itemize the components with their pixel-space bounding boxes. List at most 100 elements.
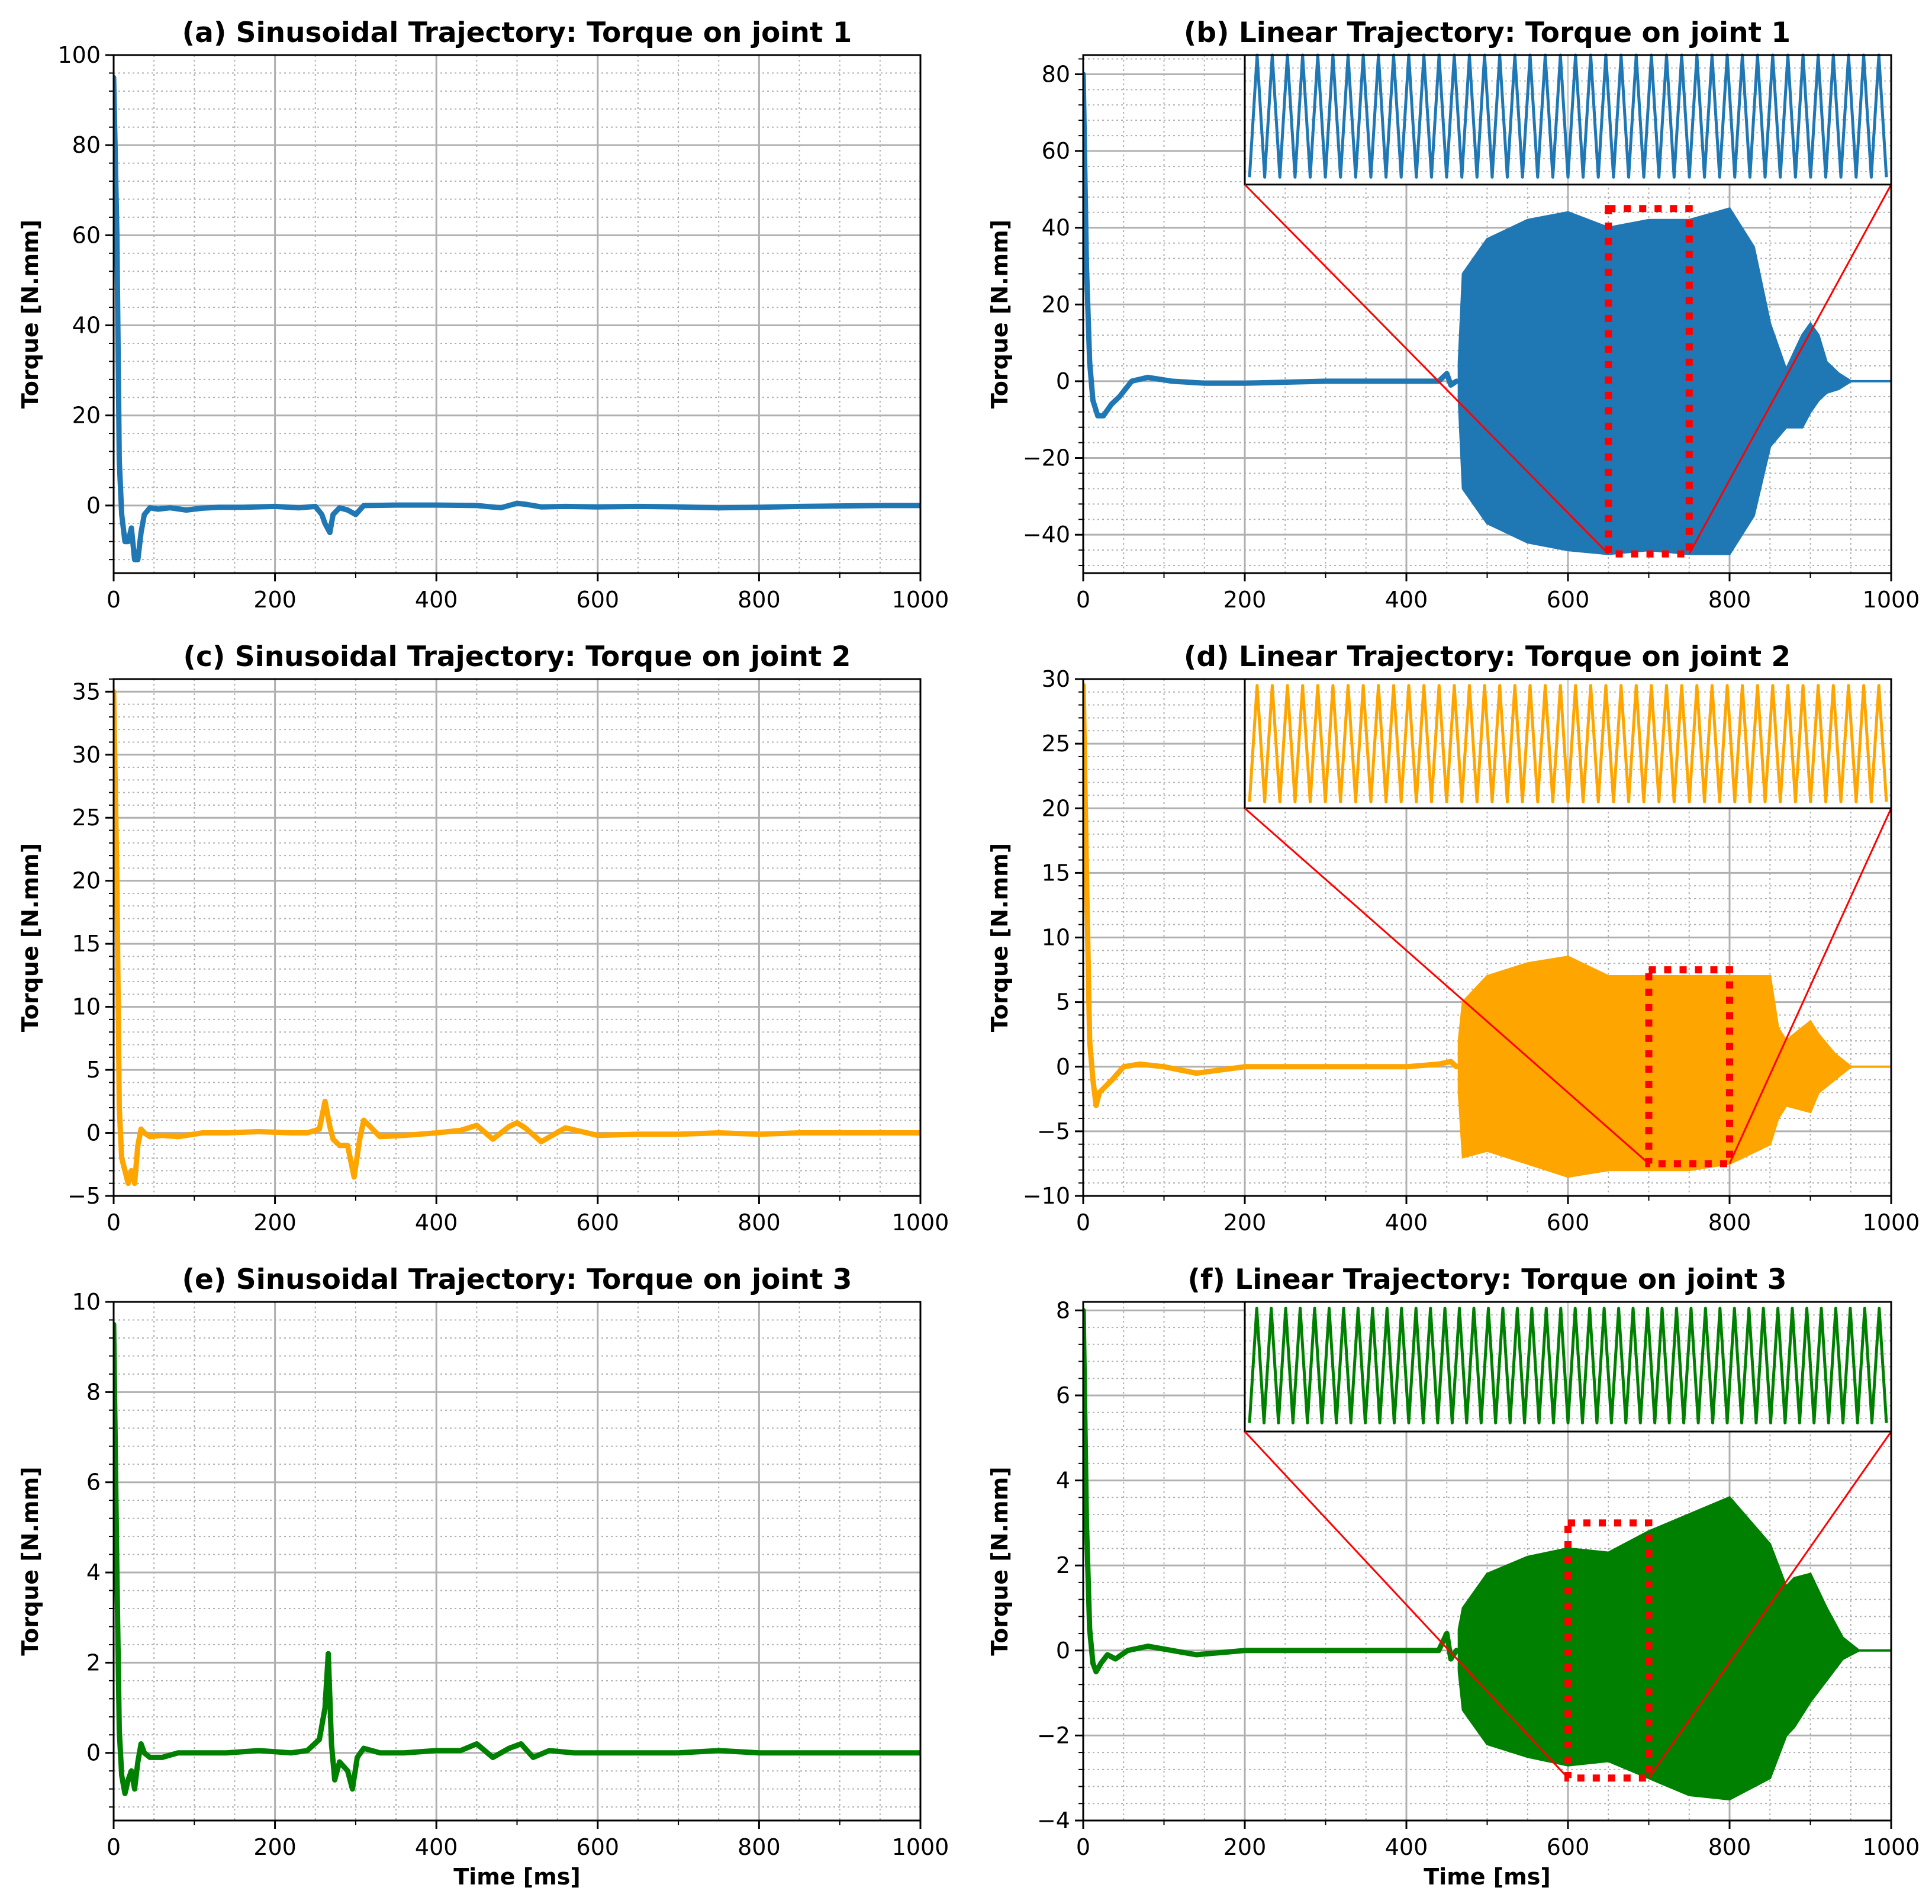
inset-connector-left <box>1244 1430 1569 1779</box>
y-tick-label: 25 <box>1042 731 1070 757</box>
y-tick-label: 4 <box>86 1559 101 1585</box>
zoom-box <box>1645 966 1733 1168</box>
inset-connector-left <box>1244 184 1609 555</box>
x-tick-label: 1000 <box>1863 1210 1920 1236</box>
y-tick-label: 30 <box>72 742 101 768</box>
chart-panel-0: 0 200 400 600 800 1000 0 20 40 60 80 100 (a) Sinusoi… <box>17 17 949 613</box>
chart-panel-5: 0 200 400 600 800 1000 −4 −2 0 2 4 6 8 (f) Linear Tra… <box>987 1263 1920 1890</box>
y-tick-label: 60 <box>72 222 101 248</box>
series-line-torque <box>114 75 920 562</box>
x-tick-label: 600 <box>1547 1210 1590 1236</box>
y-tick-label: 100 <box>57 42 101 68</box>
inset-series-line <box>1248 1307 1888 1424</box>
x-tick-label: 800 <box>1708 1834 1751 1860</box>
x-tick-label: 400 <box>1385 1210 1428 1236</box>
x-tick-label: 400 <box>415 1834 458 1860</box>
x-tick-label: 800 <box>738 1210 781 1236</box>
x-tick-label: 800 <box>738 1834 781 1860</box>
x-tick-label: 600 <box>577 1210 620 1236</box>
x-tick-label: 200 <box>1223 1834 1267 1860</box>
y-tick-label: 0 <box>1056 1054 1070 1080</box>
y-tick-label: 8 <box>86 1379 101 1405</box>
x-tick-label: 0 <box>107 1834 121 1860</box>
y-axis-label: Torque [N.mm] <box>987 220 1013 409</box>
y-axis-label: Torque [N.mm] <box>987 843 1013 1032</box>
x-tick-label: 800 <box>1708 587 1751 613</box>
data-layer <box>114 75 920 562</box>
y-tick-label: 20 <box>1042 795 1070 821</box>
axes-frame <box>112 54 922 574</box>
x-tick-label: 0 <box>107 1210 121 1236</box>
y-tick-label: 0 <box>86 1120 101 1146</box>
data-layer <box>114 689 920 1186</box>
y-tick-label: 10 <box>72 1289 101 1315</box>
x-tick-label: 400 <box>1385 587 1428 613</box>
series-line-torque <box>1083 1307 1460 1675</box>
y-tick-label: 60 <box>1042 138 1070 164</box>
series-envelope-oscillation <box>1457 207 1891 555</box>
y-tick-label: 6 <box>86 1469 101 1495</box>
x-tick-label: 1000 <box>1863 1834 1920 1860</box>
y-tick-label: 20 <box>72 868 101 894</box>
chart-title: (b) Linear Trajectory: Torque on joint 1 <box>1184 17 1791 49</box>
y-tick-label: 15 <box>1042 860 1070 886</box>
x-tick-label: 600 <box>577 1834 620 1860</box>
x-tick-label: 0 <box>107 587 121 613</box>
y-tick-label: −10 <box>1023 1183 1070 1209</box>
y-tick-label: 10 <box>1042 925 1070 951</box>
y-tick-label: 2 <box>86 1649 101 1675</box>
series-envelope-oscillation <box>1457 956 1891 1178</box>
y-tick-label: 8 <box>1056 1297 1070 1323</box>
x-tick-label: 200 <box>1223 587 1267 613</box>
x-tick-label: 800 <box>738 587 781 613</box>
x-axis-label: Time [ms] <box>1424 1864 1551 1890</box>
inset-connector-left <box>1244 808 1650 1165</box>
chart-panel-1: 0 200 400 600 800 1000 −40 −20 0 20 40 60 80 (b) Line… <box>987 17 1920 613</box>
data-layer <box>1083 683 1891 1178</box>
x-tick-label: 600 <box>1547 587 1590 613</box>
y-axis-label: Torque [N.mm] <box>17 843 43 1032</box>
y-tick-label: −4 <box>1037 1807 1070 1834</box>
series-line-torque <box>114 1321 920 1796</box>
chart-panel-4: 0 200 400 600 800 1000 0 2 4 6 8 10 (e) Sinusoidal T… <box>17 1263 949 1890</box>
series-envelope-oscillation <box>1457 1495 1891 1801</box>
y-tick-label: 0 <box>1056 368 1070 394</box>
y-tick-label: 5 <box>1056 989 1070 1015</box>
chart-title: (d) Linear Trajectory: Torque on joint 2 <box>1184 641 1791 673</box>
x-tick-label: 1000 <box>892 1834 949 1860</box>
y-tick-label: 15 <box>72 931 101 957</box>
x-tick-label: 200 <box>1223 1210 1267 1236</box>
x-tick-label: 0 <box>1076 587 1090 613</box>
y-tick-label: 20 <box>72 403 101 429</box>
inset-connector-right <box>1648 1431 1892 1779</box>
zoom-box <box>1605 205 1693 558</box>
y-tick-label: 25 <box>72 805 101 831</box>
x-tick-label: 0 <box>1076 1834 1090 1860</box>
inset-connector-right <box>1688 184 1892 555</box>
series-line-torque <box>114 689 920 1186</box>
x-tick-label: 400 <box>1385 1834 1428 1860</box>
y-tick-label: 0 <box>1056 1638 1070 1664</box>
chart-title: (a) Sinusoidal Trajectory: Torque on joi… <box>182 17 852 49</box>
y-tick-label: 0 <box>86 1740 101 1766</box>
y-tick-label: 6 <box>1056 1382 1070 1408</box>
zoom-box <box>1564 1519 1653 1782</box>
y-axis-label: Torque [N.mm] <box>987 1466 1013 1655</box>
inset-connector-right <box>1728 808 1892 1165</box>
y-axis-label: Torque [N.mm] <box>17 220 43 409</box>
y-tick-label: −2 <box>1037 1722 1070 1748</box>
x-axis-label: Time [ms] <box>453 1864 581 1890</box>
data-layer <box>114 1321 920 1796</box>
y-tick-label: 20 <box>1042 291 1070 317</box>
y-tick-label: −5 <box>67 1183 101 1209</box>
x-tick-label: 400 <box>415 1210 458 1236</box>
y-tick-label: 10 <box>72 994 101 1020</box>
x-tick-label: 1000 <box>892 587 949 613</box>
x-tick-label: 800 <box>1708 1210 1751 1236</box>
y-tick-label: 30 <box>1042 666 1070 692</box>
y-tick-label: −40 <box>1023 522 1070 548</box>
chart-title: (f) Linear Trajectory: Torque on joint 3 <box>1187 1263 1786 1296</box>
x-tick-label: 1000 <box>1863 587 1920 613</box>
